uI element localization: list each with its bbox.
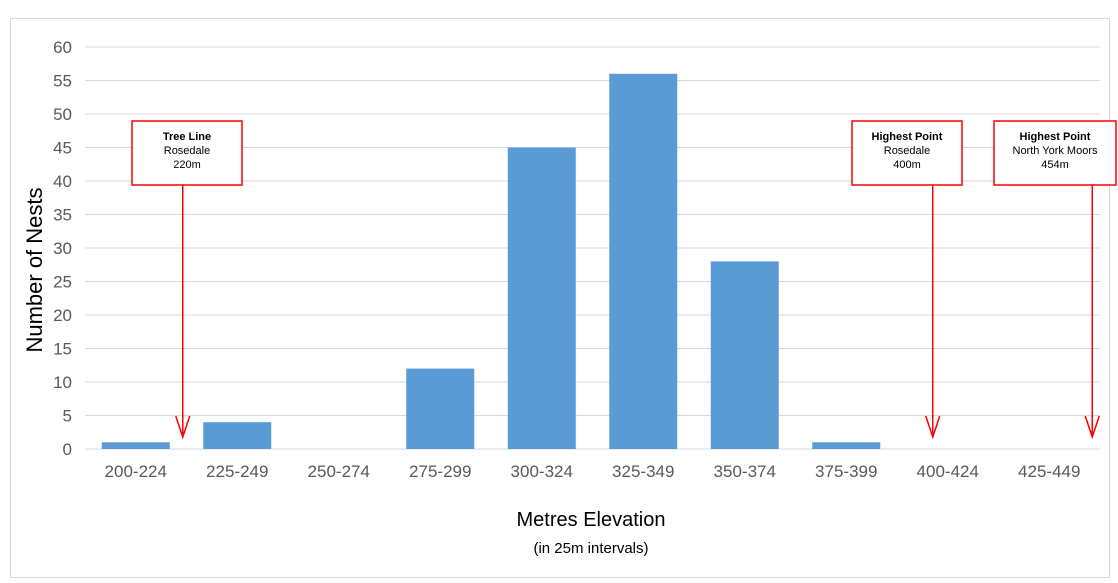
- bars: [101, 73, 881, 450]
- x-tick-label: 250-274: [308, 462, 370, 481]
- callout-line: 220m: [173, 159, 201, 171]
- bar: [507, 147, 576, 449]
- bar: [203, 422, 272, 449]
- bar: [609, 73, 678, 450]
- annotations: Tree Line Rosedale 220m Highest Point Roseda…: [131, 120, 1117, 440]
- x-tick-label: 400-424: [917, 462, 979, 481]
- arrow-head: [925, 415, 941, 440]
- x-tick-label: 425-449: [1018, 462, 1080, 481]
- y-tick-label: 20: [53, 306, 72, 325]
- y-tick-label: 50: [53, 105, 72, 124]
- callout-box: [851, 120, 963, 186]
- bar: [406, 368, 475, 449]
- callout-line: 400m: [893, 159, 921, 171]
- bar: [101, 442, 170, 449]
- y-tick-label: 0: [63, 440, 72, 459]
- callout-title: Highest Point: [872, 131, 943, 143]
- y-tick-label: 25: [53, 273, 72, 292]
- y-axis-title: Number of Nests: [22, 187, 47, 352]
- callout-line: North York Moors: [1013, 145, 1098, 157]
- y-tick-label: 60: [53, 38, 72, 57]
- y-tick-label: 40: [53, 172, 72, 191]
- bar: [710, 261, 779, 449]
- callout: Tree Line Rosedale 220m: [131, 120, 243, 440]
- y-tick-label: 55: [53, 72, 72, 91]
- callout-title: Highest Point: [1020, 131, 1091, 143]
- callout: Highest Point Rosedale 400m: [851, 120, 963, 440]
- y-tick-label: 35: [53, 206, 72, 225]
- x-tick-label: 350-374: [714, 462, 776, 481]
- x-tick-label: 225-249: [206, 462, 268, 481]
- y-tick-labels: 0 5 10 15 20 25 30 35 40 45 50 55 60: [53, 38, 72, 459]
- x-tick-labels: 200-224 225-249 250-274 275-299 300-324 325-3…: [105, 462, 1081, 481]
- bar: [812, 442, 881, 449]
- x-tick-label: 275-299: [409, 462, 471, 481]
- chart-frame: [10, 18, 1110, 578]
- x-tick-label: 375-399: [815, 462, 877, 481]
- arrow-head: [175, 415, 191, 440]
- callout-line: 454m: [1041, 159, 1069, 171]
- callout-box: [131, 120, 243, 186]
- callout-title: Tree Line: [163, 131, 211, 143]
- y-tick-label: 30: [53, 239, 72, 258]
- x-tick-label: 300-324: [511, 462, 573, 481]
- callout-box: [993, 120, 1117, 186]
- y-tick-label: 5: [63, 407, 72, 426]
- arrow-head: [1084, 415, 1100, 440]
- x-tick-label: 200-224: [105, 462, 167, 481]
- callout-line: Rosedale: [164, 145, 210, 157]
- x-tick-label: 325-349: [612, 462, 674, 481]
- gridlines: [85, 46, 1100, 450]
- y-tick-label: 10: [53, 373, 72, 392]
- callout-line: Rosedale: [884, 145, 930, 157]
- x-axis-subtitle: (in 25m intervals): [533, 540, 648, 557]
- y-tick-label: 15: [53, 340, 72, 359]
- x-axis-title: Metres Elevation: [517, 509, 666, 531]
- callout: Highest Point North York Moors 454m: [993, 120, 1117, 440]
- y-tick-label: 45: [53, 139, 72, 158]
